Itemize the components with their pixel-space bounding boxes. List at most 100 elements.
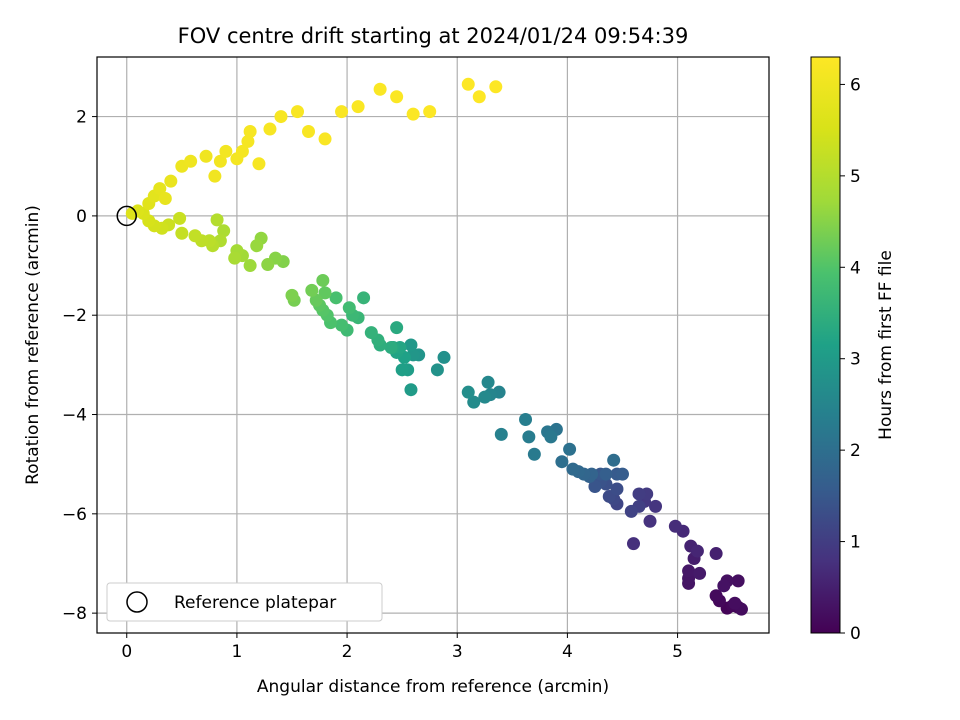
grid <box>97 57 769 633</box>
data-point <box>235 144 249 158</box>
colorbar-tick-label: 5 <box>850 167 861 187</box>
legend-box <box>106 582 383 622</box>
y-tick-label: 0 <box>76 207 87 227</box>
data-point <box>709 589 723 603</box>
data-point <box>599 467 613 481</box>
data-point <box>607 453 621 467</box>
colorbar-tick-label: 1 <box>850 533 861 553</box>
data-point <box>210 213 224 227</box>
legend: Reference platepar <box>106 582 383 622</box>
colorbar-tick-label: 3 <box>850 350 861 370</box>
data-point <box>219 144 233 158</box>
data-point <box>472 90 486 104</box>
data-point <box>384 340 398 354</box>
data-point <box>342 301 356 315</box>
data-point <box>682 564 696 578</box>
x-axis-label: Angular distance from reference (arcmin) <box>257 677 609 697</box>
data-point <box>199 149 213 163</box>
data-point <box>461 77 475 91</box>
x-tick-label: 3 <box>452 642 463 662</box>
data-point <box>153 182 167 196</box>
data-point <box>430 363 444 377</box>
data-point <box>478 390 492 404</box>
data-point <box>626 537 640 551</box>
data-point <box>261 258 275 272</box>
data-point <box>243 124 257 138</box>
data-point <box>649 499 663 513</box>
data-point <box>728 596 742 610</box>
data-point <box>373 82 387 96</box>
data-point <box>390 321 404 335</box>
y-tick-label: −8 <box>62 604 87 624</box>
data-point <box>274 110 288 124</box>
x-tick-label: 5 <box>672 642 683 662</box>
x-tick-label: 0 <box>121 642 132 662</box>
y-tick-label: −2 <box>62 306 87 326</box>
colorbar-tick-label: 6 <box>850 75 861 95</box>
data-point <box>357 291 371 305</box>
data-point <box>250 239 264 253</box>
data-point <box>522 430 536 444</box>
data-point <box>364 326 378 340</box>
data-point <box>309 293 323 307</box>
data-point <box>213 154 227 168</box>
colorbar-gradient <box>810 56 841 634</box>
data-point <box>467 395 481 409</box>
data-point <box>481 375 495 389</box>
colorbar-tick-label: 2 <box>850 441 861 461</box>
data-point <box>290 105 304 119</box>
y-axis-label: Rotation from reference (arcmin) <box>23 205 43 485</box>
data-point <box>404 338 418 352</box>
colorbar-label: Hours from first FF file <box>876 250 896 440</box>
data-point <box>263 122 277 136</box>
data-point <box>395 363 409 377</box>
x-tick-label: 2 <box>342 642 353 662</box>
y-tick-label: −4 <box>62 406 87 426</box>
y-tick-label: 2 <box>76 108 87 128</box>
data-point <box>164 174 178 188</box>
data-point <box>302 124 316 138</box>
data-point <box>243 259 257 273</box>
data-point <box>241 134 255 148</box>
axis-ticks: 0 1 2 3 4 5 −8 −6 −4 −2 0 2 <box>62 108 683 662</box>
chart-title: FOV centre drift starting at 2024/01/24 … <box>178 24 689 48</box>
data-point <box>717 579 731 593</box>
y-tick-label: −6 <box>62 505 87 525</box>
data-point <box>318 286 332 300</box>
colorbar: 0 1 2 3 4 5 6 Hours from first FF file <box>810 56 896 644</box>
data-point <box>184 154 198 168</box>
legend-marker-reference <box>126 591 148 613</box>
plot-frame <box>96 56 770 634</box>
data-point <box>489 80 503 94</box>
legend-label-reference: Reference platepar <box>174 593 336 613</box>
data-point <box>390 90 404 104</box>
data-point <box>494 427 508 441</box>
data-points <box>116 77 748 616</box>
data-point <box>632 487 646 501</box>
colorbar-ticks: 0 1 2 3 4 5 6 <box>840 75 861 644</box>
data-point <box>335 105 349 119</box>
data-point <box>527 447 541 461</box>
x-tick-label: 1 <box>231 642 242 662</box>
data-point <box>544 430 558 444</box>
data-point <box>208 169 222 183</box>
data-point <box>217 224 231 238</box>
data-point <box>316 273 330 287</box>
data-point <box>173 211 187 225</box>
data-point <box>351 100 365 114</box>
data-point <box>285 288 299 302</box>
data-point <box>158 192 172 206</box>
data-point <box>519 412 533 426</box>
x-tick-label: 4 <box>562 642 573 662</box>
data-point <box>305 283 319 297</box>
data-point <box>668 519 682 533</box>
data-point <box>588 480 602 494</box>
data-point <box>252 157 266 171</box>
reference-platepar-marker <box>116 205 137 227</box>
data-point <box>423 105 437 119</box>
data-point <box>643 514 657 528</box>
data-point <box>188 229 202 243</box>
data-point <box>563 442 577 456</box>
data-point <box>404 383 418 397</box>
